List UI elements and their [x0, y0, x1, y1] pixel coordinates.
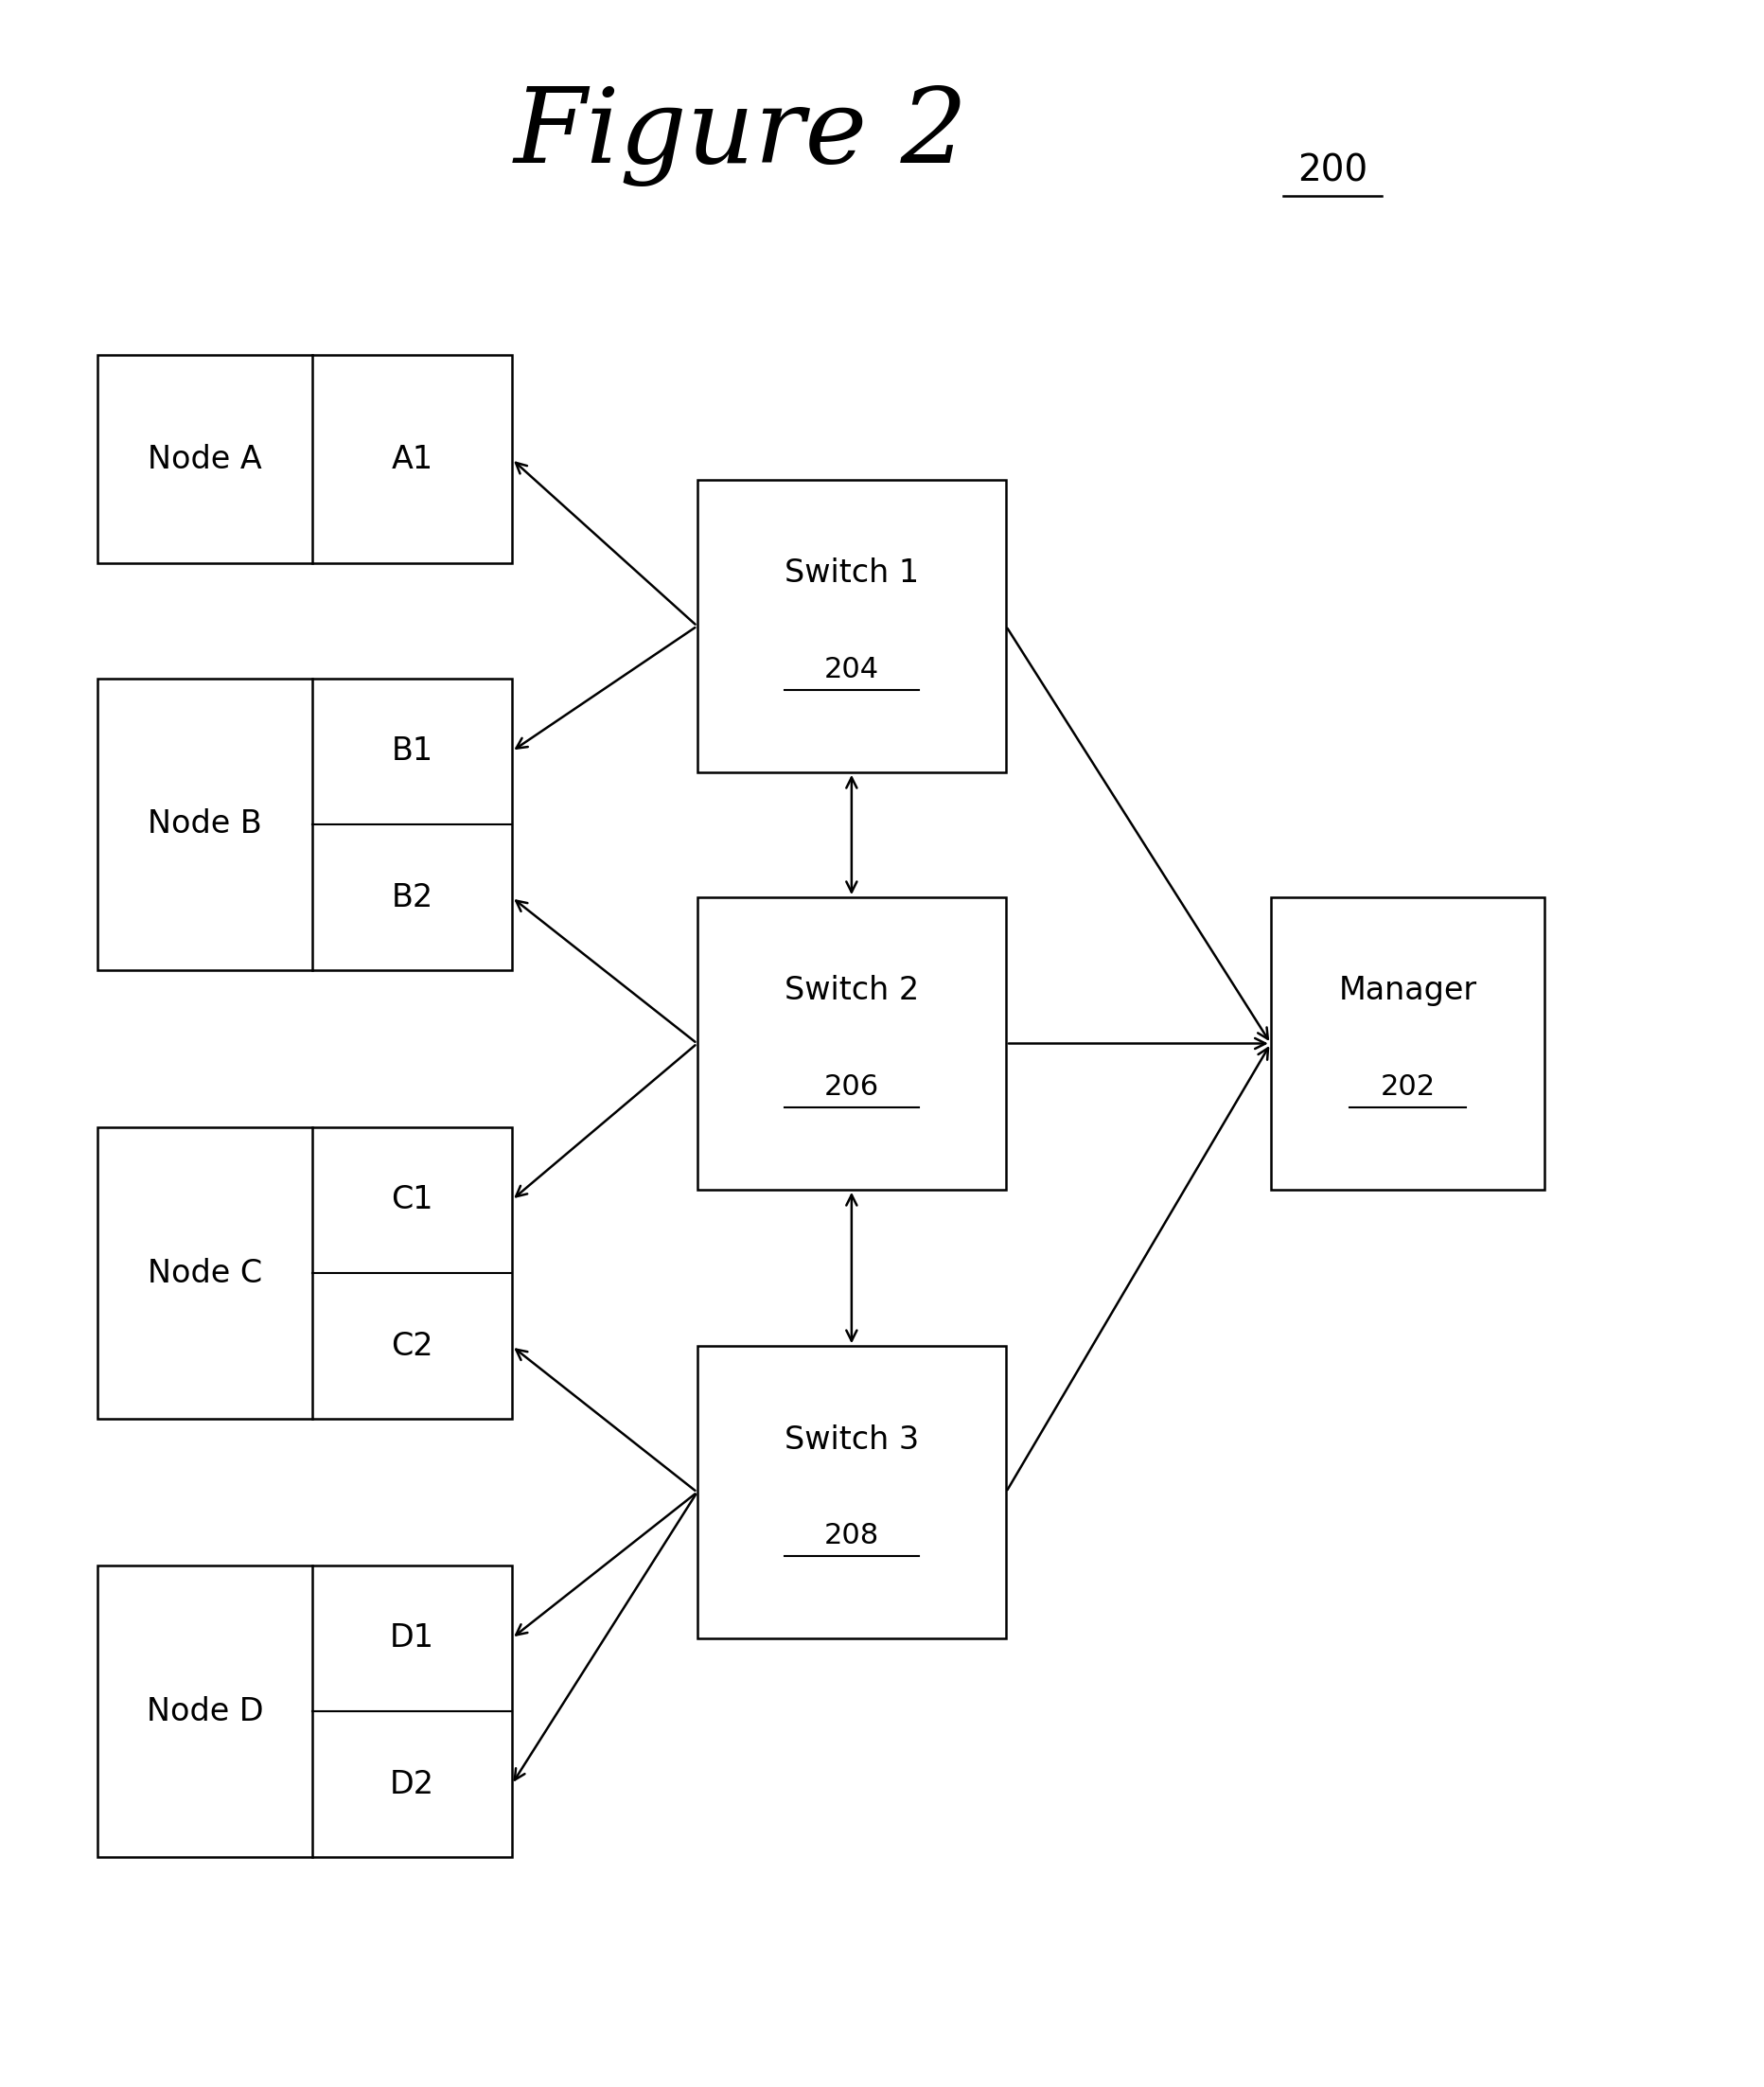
Bar	[697, 480, 1005, 772]
Text: C2: C2	[392, 1332, 434, 1361]
Text: Figure 2: Figure 2	[513, 86, 968, 186]
Bar	[97, 1565, 512, 1857]
Bar	[697, 1346, 1005, 1638]
Text: 204: 204	[824, 655, 878, 685]
Text: C1: C1	[392, 1185, 434, 1215]
Text: Switch 3: Switch 3	[783, 1423, 919, 1455]
Bar	[697, 897, 1005, 1190]
Text: 200: 200	[1297, 152, 1367, 190]
Bar	[97, 678, 512, 970]
Text: 206: 206	[824, 1073, 878, 1102]
Bar	[97, 355, 512, 563]
Bar	[1270, 897, 1544, 1190]
Text: A1: A1	[392, 445, 432, 474]
Text: D1: D1	[390, 1624, 434, 1653]
Text: B2: B2	[392, 883, 432, 912]
Text: 202: 202	[1379, 1073, 1434, 1102]
Text: 208: 208	[824, 1521, 878, 1551]
Text: Manager: Manager	[1337, 975, 1476, 1006]
Text: Node B: Node B	[148, 810, 261, 839]
Bar	[97, 1127, 512, 1419]
Text: Switch 2: Switch 2	[783, 975, 919, 1006]
Text: Node D: Node D	[146, 1697, 263, 1726]
Text: Node A: Node A	[148, 445, 261, 474]
Text: D2: D2	[390, 1770, 434, 1799]
Text: B1: B1	[392, 737, 432, 766]
Text: Switch 1: Switch 1	[783, 557, 919, 589]
Text: Node C: Node C	[148, 1258, 263, 1288]
